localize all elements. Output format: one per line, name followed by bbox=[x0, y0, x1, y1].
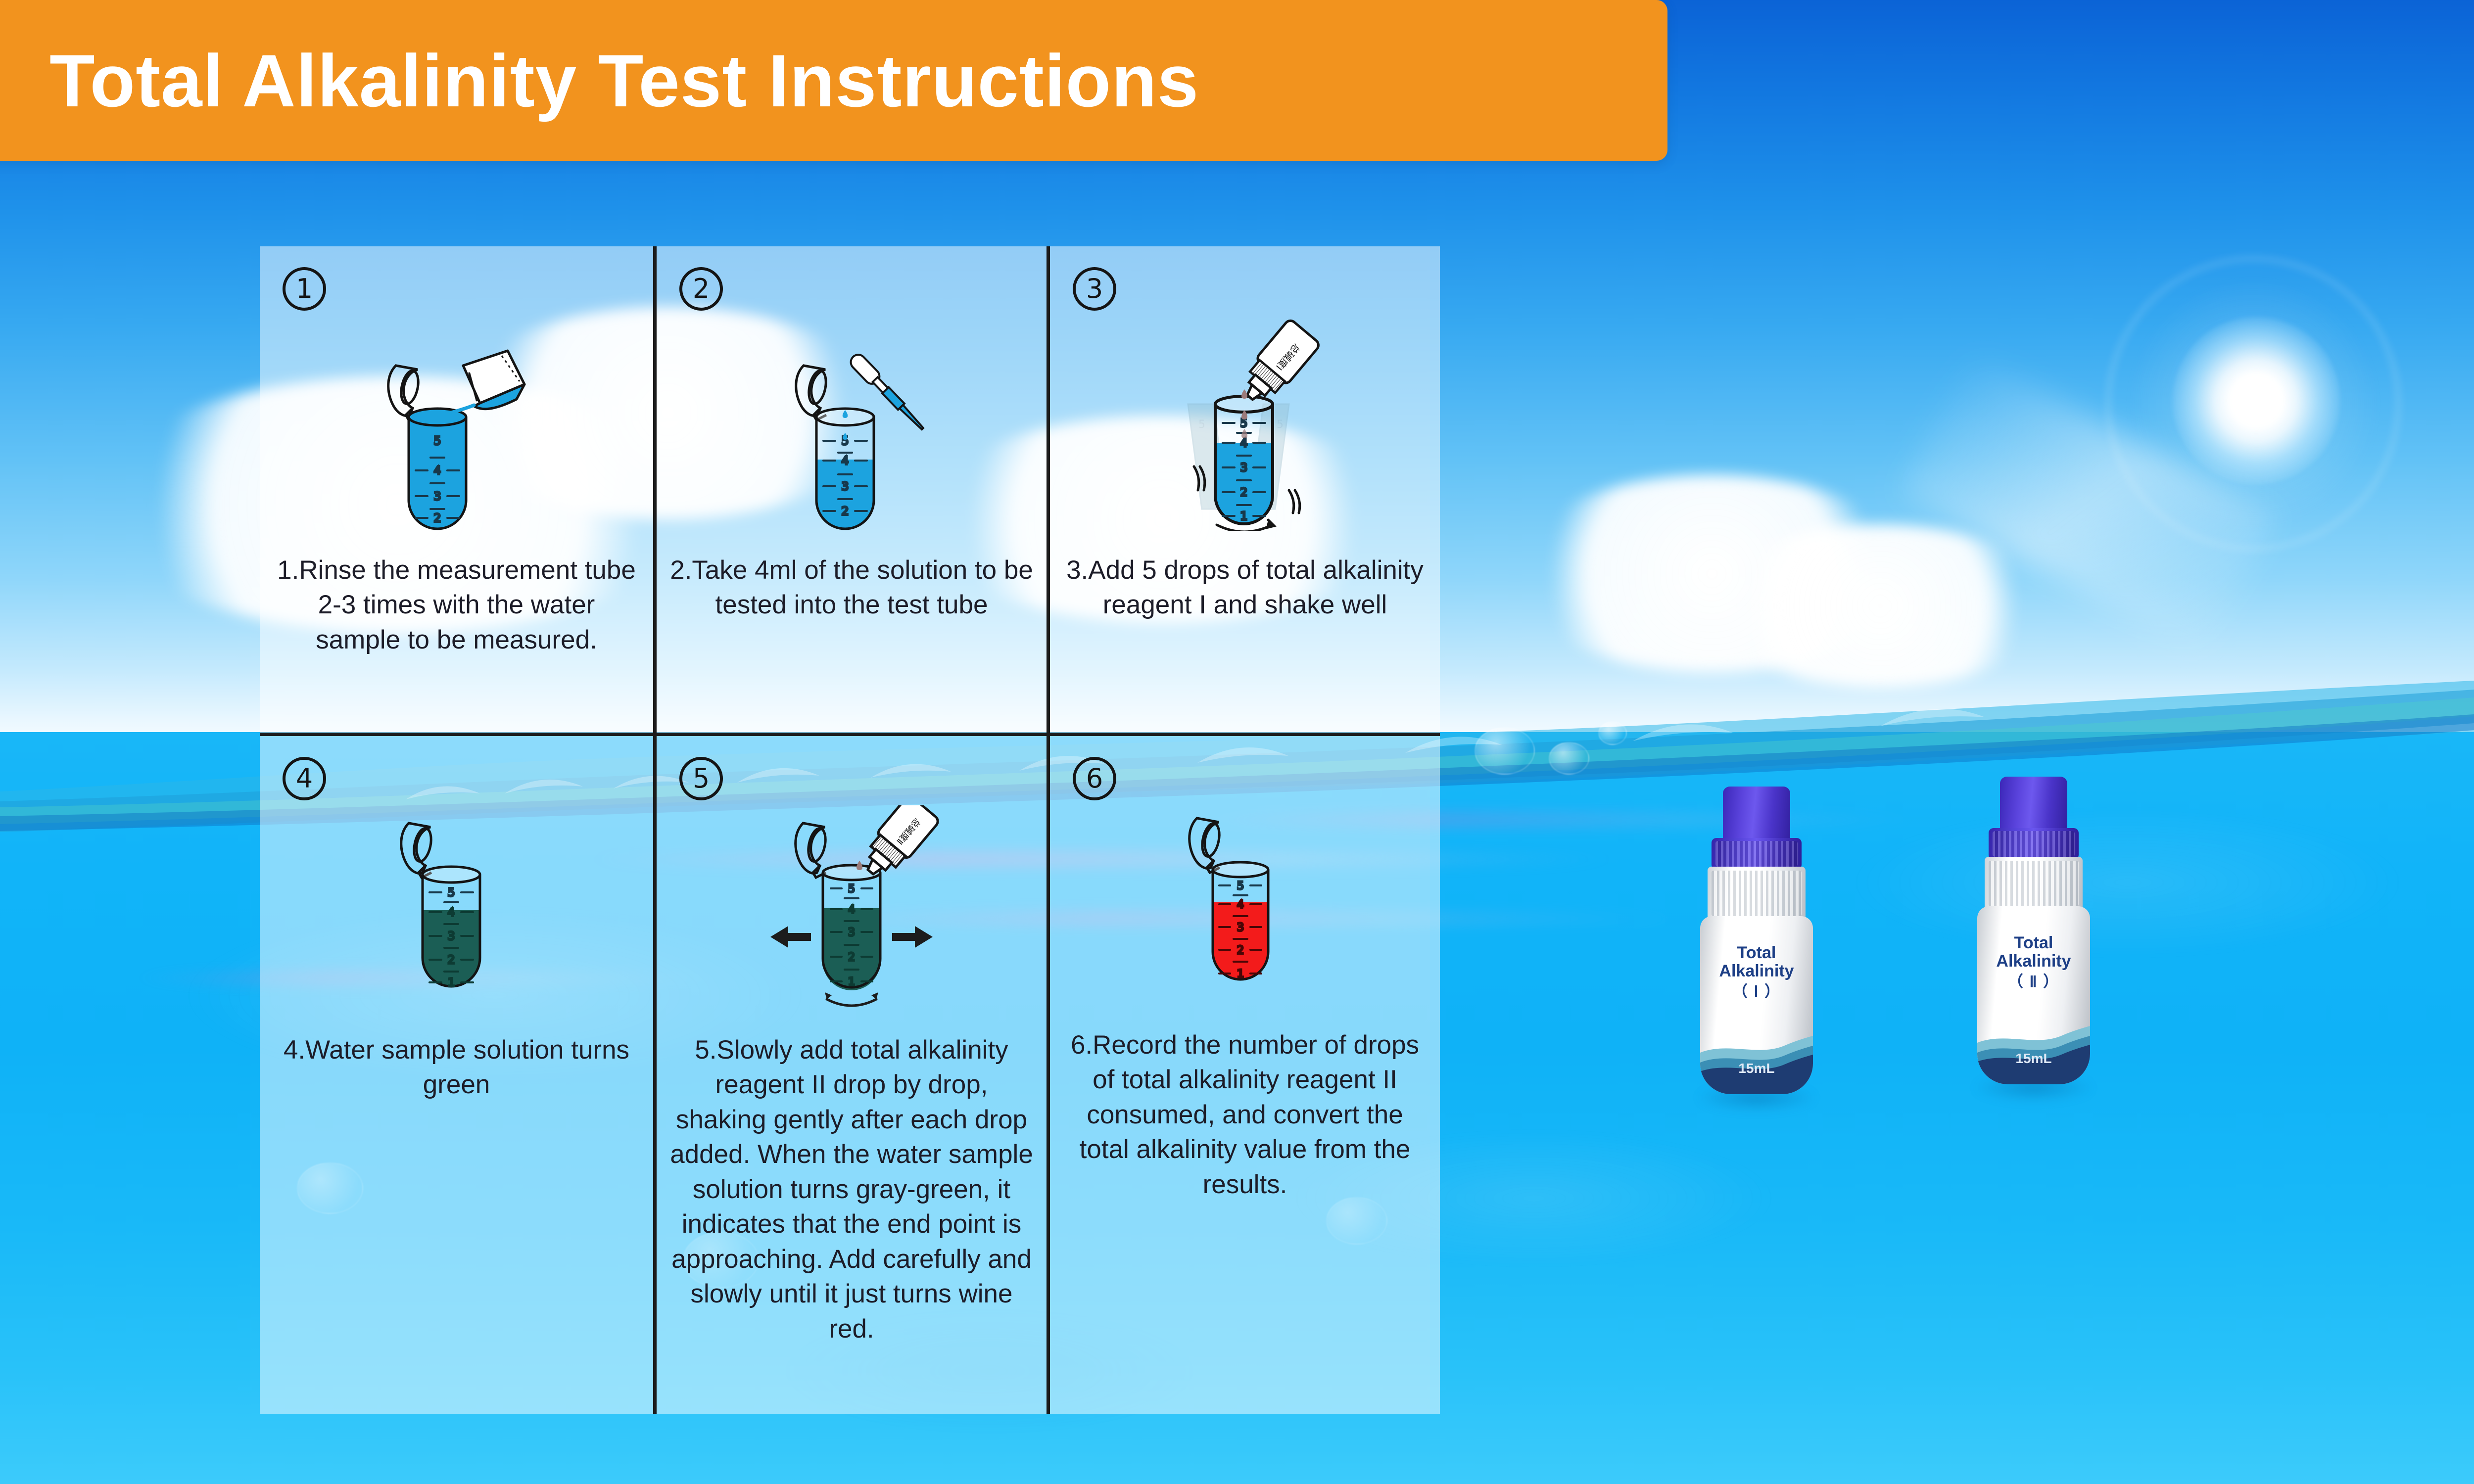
bubble bbox=[1475, 727, 1535, 775]
page-title: Total Alkalinity Test Instructions bbox=[49, 39, 1199, 122]
bottle-cap-ring bbox=[1712, 838, 1802, 870]
bottle-wave-graphic bbox=[1700, 1036, 1813, 1094]
product-bottle-1: Total Alkalinity （ Ⅰ ） 15mL bbox=[1682, 787, 1831, 1133]
step-caption-5: 5.Slowly add total alkalinity reagent II… bbox=[670, 1035, 1033, 1344]
svg-text:5: 5 bbox=[433, 435, 441, 448]
bubble bbox=[1598, 721, 1627, 745]
title-banner: Total Alkalinity Test Instructions bbox=[0, 0, 1667, 161]
bottle-body: Total Alkalinity （ Ⅰ ） 15mL bbox=[1700, 916, 1813, 1094]
step-caption-1: 1.Rinse the measurement tube 2-3 times w… bbox=[277, 556, 636, 654]
step-cell-3: 3 5 5 5 4 3 bbox=[1047, 246, 1440, 736]
svg-text:2: 2 bbox=[848, 951, 855, 964]
svg-text:5: 5 bbox=[447, 886, 455, 899]
svg-text:2: 2 bbox=[433, 512, 441, 525]
bottle-body: Total Alkalinity （ Ⅱ ） 15mL bbox=[1977, 906, 2090, 1084]
svg-text:3: 3 bbox=[842, 480, 849, 493]
bottle-reagent-number: （ Ⅱ ） bbox=[2007, 973, 2060, 991]
svg-text:5: 5 bbox=[1237, 880, 1244, 892]
shake-arrows bbox=[770, 926, 933, 948]
svg-text:5: 5 bbox=[1198, 418, 1205, 431]
step-cell-6: 6 5 4 3 2 bbox=[1047, 736, 1440, 1414]
svg-text:4: 4 bbox=[447, 906, 455, 919]
bottle-product-name: Total Alkalinity bbox=[1719, 943, 1794, 980]
svg-text:1: 1 bbox=[848, 976, 855, 988]
svg-text:3: 3 bbox=[1240, 462, 1248, 474]
step-illustration-6: 5 4 3 2 1 bbox=[1050, 805, 1440, 1003]
product-bottle-2: Total Alkalinity （ Ⅱ ） 15mL bbox=[1959, 777, 2108, 1123]
pipette-into-tube-icon: 5 4 3 2 bbox=[795, 354, 925, 530]
step-illustration-2: 5 4 3 2 bbox=[657, 318, 1047, 531]
sun-icon bbox=[2172, 317, 2340, 485]
bottle-label-1: Total Alkalinity （ Ⅰ ） bbox=[1700, 944, 1813, 1000]
bottle-cap-icon bbox=[1723, 787, 1790, 846]
svg-text:4: 4 bbox=[433, 464, 441, 477]
step-illustration-3: 5 5 5 4 3 2 1 bbox=[1050, 318, 1440, 531]
svg-text:1: 1 bbox=[447, 976, 455, 989]
step-caption-4: 4.Water sample solution turns green bbox=[283, 1035, 630, 1100]
bottle-collar bbox=[1985, 857, 2083, 910]
svg-text:3: 3 bbox=[1237, 922, 1244, 934]
svg-text:2: 2 bbox=[447, 954, 455, 967]
svg-text:3: 3 bbox=[433, 490, 441, 503]
svg-text:2: 2 bbox=[1240, 486, 1248, 499]
svg-text:1: 1 bbox=[1240, 510, 1248, 523]
step-cell-2: 2 5 4 3 2 bbox=[653, 246, 1047, 736]
svg-text:3: 3 bbox=[447, 930, 455, 943]
cloud bbox=[1707, 524, 2053, 688]
svg-text:4: 4 bbox=[1240, 437, 1248, 450]
svg-text:2: 2 bbox=[842, 505, 849, 518]
step-badge-6: 6 bbox=[1073, 757, 1116, 800]
step-caption-2: 2.Take 4ml of the solution to be tested … bbox=[670, 556, 1033, 620]
bottle-collar bbox=[1708, 867, 1806, 920]
svg-text:5: 5 bbox=[1277, 418, 1284, 431]
dropper-bottle-shaking-green-tube-icon: 5 4 3 2 1 总碱度Ⅱ bbox=[770, 805, 939, 1007]
bottle-cap-icon bbox=[2000, 777, 2067, 836]
bottle-cap-ring bbox=[1989, 828, 2079, 860]
step-badge-2: 2 bbox=[679, 267, 723, 311]
step-cell-4: 4 5 4 3 2 bbox=[260, 736, 653, 1414]
dropper-bottle-shaking-tube-icon: 5 5 5 4 3 2 1 bbox=[1187, 319, 1320, 531]
bottle-product-name: Total Alkalinity bbox=[1996, 933, 2071, 971]
bottle-label-2: Total Alkalinity （ Ⅱ ） bbox=[1977, 934, 2090, 990]
bubble bbox=[1549, 742, 1589, 775]
svg-text:1: 1 bbox=[1237, 968, 1244, 980]
bottle-wave-graphic bbox=[1977, 1026, 2090, 1084]
step-illustration-5: 5 4 3 2 1 总碱度Ⅱ bbox=[657, 805, 1047, 1013]
svg-text:4: 4 bbox=[842, 455, 849, 467]
step-badge-1: 1 bbox=[283, 267, 326, 311]
pour-cup-into-tube-icon: 5 4 3 2 bbox=[386, 349, 525, 530]
bottle-reagent-number: （ Ⅰ ） bbox=[1732, 983, 1781, 1001]
step-caption-6: 6.Record the number of drops of total al… bbox=[1070, 1030, 1420, 1199]
step-badge-3: 3 bbox=[1073, 267, 1116, 311]
bottle-volume-1: 15mL bbox=[1738, 1061, 1775, 1076]
svg-text:4: 4 bbox=[1237, 899, 1244, 911]
svg-text:3: 3 bbox=[848, 927, 855, 939]
step-cell-1: 1 5 4 3 2 bbox=[260, 246, 653, 736]
step-badge-4: 4 bbox=[283, 757, 326, 800]
red-tube-icon: 5 4 3 2 1 bbox=[1188, 817, 1270, 981]
svg-text:2: 2 bbox=[1237, 944, 1244, 957]
step-caption-3: 3.Add 5 drops of total alkalinity reagen… bbox=[1066, 556, 1424, 620]
instruction-grid: 1 5 4 3 2 bbox=[260, 246, 1440, 1414]
step-illustration-1: 5 4 3 2 bbox=[260, 318, 653, 531]
svg-text:5: 5 bbox=[1240, 417, 1248, 430]
step-illustration-4: 5 4 3 2 1 bbox=[260, 805, 653, 1003]
svg-text:4: 4 bbox=[848, 904, 855, 916]
bottle-volume-2: 15mL bbox=[2015, 1051, 2052, 1066]
step-cell-5: 5 5 4 3 2 bbox=[653, 736, 1047, 1414]
step-badge-5: 5 bbox=[679, 757, 723, 800]
green-tube-icon: 5 4 3 2 1 bbox=[399, 822, 481, 990]
svg-text:5: 5 bbox=[848, 883, 855, 895]
